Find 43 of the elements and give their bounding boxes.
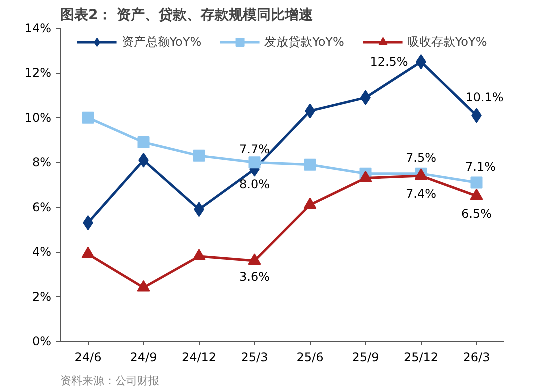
chart-title: 图表2： 资产、贷款、存款规模同比增速 [60, 6, 314, 24]
point [470, 176, 483, 189]
data-label: 7.5% [406, 150, 437, 165]
point [192, 249, 206, 261]
y-tick-label: 8% [32, 156, 52, 170]
point [304, 158, 316, 171]
point [137, 280, 150, 292]
y-tick-label: 4% [32, 245, 52, 260]
point [359, 170, 372, 182]
point [304, 198, 317, 210]
point [248, 156, 261, 169]
y-tick-label: 14% [24, 22, 52, 36]
data-label: 7.4% [406, 187, 437, 202]
x-tick-label: 24/12 [182, 350, 217, 364]
legend-label: 吸收存款YoY% [407, 34, 488, 50]
data-label: 7.7% [240, 142, 270, 156]
y-tick-label: 10% [24, 110, 52, 125]
x-tick-label: 24/6 [74, 350, 102, 364]
point [248, 254, 262, 265]
y-tick-label: 12% [24, 66, 52, 80]
data-label: 8.0% [240, 178, 270, 192]
data-label: 3.6% [240, 270, 270, 284]
data-label: 10.1% [466, 90, 504, 105]
x-tick-label: 24/9 [130, 350, 158, 364]
legend-label: 资产总额YoY% [122, 34, 202, 50]
point [193, 150, 206, 162]
point [82, 112, 94, 124]
x-tick-label: 25/6 [296, 350, 324, 364]
y-tick-label: 2% [32, 290, 52, 304]
x-tick-label: 26/3 [463, 350, 490, 364]
data-label: 7.1% [466, 160, 496, 174]
x-tick-label: 25/12 [404, 350, 439, 364]
y-tick-label: 0% [32, 334, 52, 348]
x-tick-label: 25/3 [241, 350, 268, 364]
legend-label: 发放贷款YoY% [264, 34, 344, 50]
x-tick-label: 25/9 [352, 350, 380, 364]
point [470, 188, 484, 200]
point [82, 246, 95, 258]
data-label: 6.5% [462, 207, 492, 222]
data-label: 12.5% [370, 55, 408, 70]
text: 资料来源：公司财报 [60, 374, 160, 388]
y-tick-label: 6% [32, 200, 52, 214]
point [138, 136, 150, 149]
